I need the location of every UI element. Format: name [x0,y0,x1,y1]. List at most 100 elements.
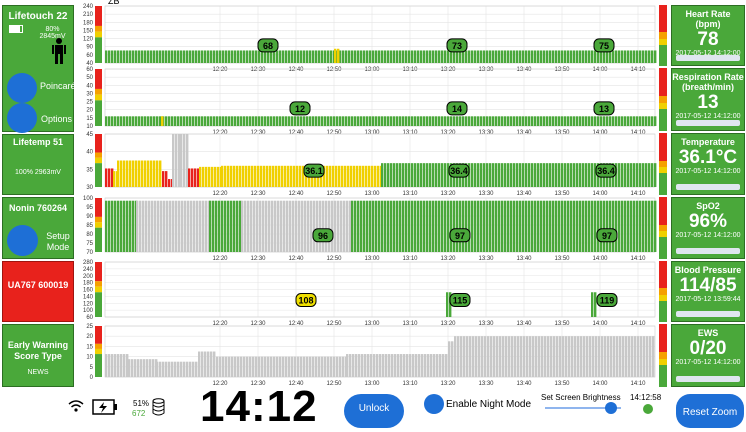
data-bar [477,163,480,187]
night-mode-toggle[interactable] [424,394,444,414]
data-bar [342,116,345,126]
data-bar [570,116,573,126]
setup-mode-toggle[interactable] [7,225,38,256]
data-bar [471,200,474,252]
data-bar [636,116,639,126]
lifetouch-status: 80% 2845mV [39,26,66,40]
data-bar [281,165,284,187]
data-bar [239,165,242,187]
wifi-icon [68,400,84,412]
poincare-label[interactable]: Poincaré [40,81,76,91]
data-bar [636,200,639,252]
vital-panel[interactable]: SpO2 96% 2017-05-12 14:12:00 [671,197,745,259]
data-bar [105,200,108,252]
data-bar [525,50,528,63]
data-bar [513,116,516,126]
poincare-toggle[interactable] [7,73,37,103]
data-bar [411,50,414,63]
data-bar [230,200,233,252]
data-bar [510,50,513,63]
brightness-slider[interactable] [545,402,621,414]
vital-panel[interactable]: Blood Pressure 114/85 2017-05-12 13:59:44 [671,261,745,322]
data-bar [516,116,519,126]
x-tick-label: 13:50 [554,191,570,197]
data-bar [297,116,300,126]
data-bar [435,163,438,187]
data-bar [260,165,263,187]
data-bar [480,50,483,63]
x-tick-label: 13:30 [478,321,494,327]
range-strip-green [95,354,102,377]
data-bar [576,50,579,63]
x-tick-label: 12:50 [326,191,342,197]
data-bar [350,165,353,187]
data-bar [396,163,399,187]
y-tick-label: 150 [83,28,94,34]
setup-mode-label[interactable]: Setup Mode [46,231,70,252]
value-label-bg [449,228,471,243]
data-bar [273,356,276,377]
data-bar [432,200,435,252]
value-label: 97 [602,231,612,241]
vital-title: Blood Pressure [674,265,742,275]
data-bar [558,163,561,187]
vital-value: 0/20 [689,338,727,359]
options-toggle[interactable] [7,103,37,133]
data-bar [489,116,492,126]
data-bar [181,200,184,252]
data-bar [546,163,549,187]
data-bar [564,200,567,252]
data-bar [387,50,390,63]
brightness-knob[interactable] [605,402,617,414]
y-tick-label: 10 [86,355,93,361]
data-bar [111,116,114,126]
vital-panel[interactable]: EWS 0/20 2017-05-12 14:12:00 [671,324,745,387]
data-bar [477,50,480,63]
data-bar [153,160,156,187]
x-tick-label: 12:40 [288,130,304,136]
data-bar [447,163,450,187]
vital-panel[interactable]: Respiration Rate (breath/min) 13 2017-05-1… [671,68,745,131]
data-bar [162,50,165,63]
y-tick-label: 50 [86,75,93,81]
data-bar [513,200,516,252]
data-bar [381,116,384,126]
range-strip-orange [95,343,102,349]
x-tick-label: 12:40 [288,191,304,197]
data-bar [177,361,180,377]
vital-panel[interactable]: Heart Rate (bpm) 78 2017-05-12 14:12:00 [671,5,745,66]
data-bar [597,200,600,252]
lifetemp-title: Lifetemp 51 [12,137,63,147]
value-label-bg [446,101,468,116]
data-bar [564,116,567,126]
data-bar [540,50,543,63]
data-bar [377,165,380,187]
x-tick-label: 14:00 [592,130,608,136]
data-bar [453,50,456,63]
night-mode-label[interactable]: Enable Night Mode [446,399,532,410]
unlock-button[interactable]: Unlock [344,394,404,428]
data-bar [175,200,178,252]
data-bar [189,50,192,63]
battery-percent: 51% [133,399,150,408]
data-bar [486,116,489,126]
data-bar [120,354,123,377]
range-strip-orange [95,152,102,158]
data-bar [177,116,180,126]
data-bar [342,50,345,63]
data-bar [628,336,631,377]
data-bar [195,361,198,377]
data-bar [207,50,210,63]
data-bar [349,200,352,252]
data-bar [594,292,597,317]
data-bar [191,168,194,187]
vital-value: 78 [697,29,719,50]
data-bar [624,200,627,252]
data-bar [517,336,520,377]
options-label[interactable]: Options [41,114,73,124]
reset-zoom-button[interactable]: Reset Zoom [676,394,744,428]
vital-panel[interactable]: Temperature 36.1°C 2017-05-12 14:12:00 [671,133,745,195]
data-bar [393,163,396,187]
vital-title: Heart Rate (bpm) [685,9,731,29]
